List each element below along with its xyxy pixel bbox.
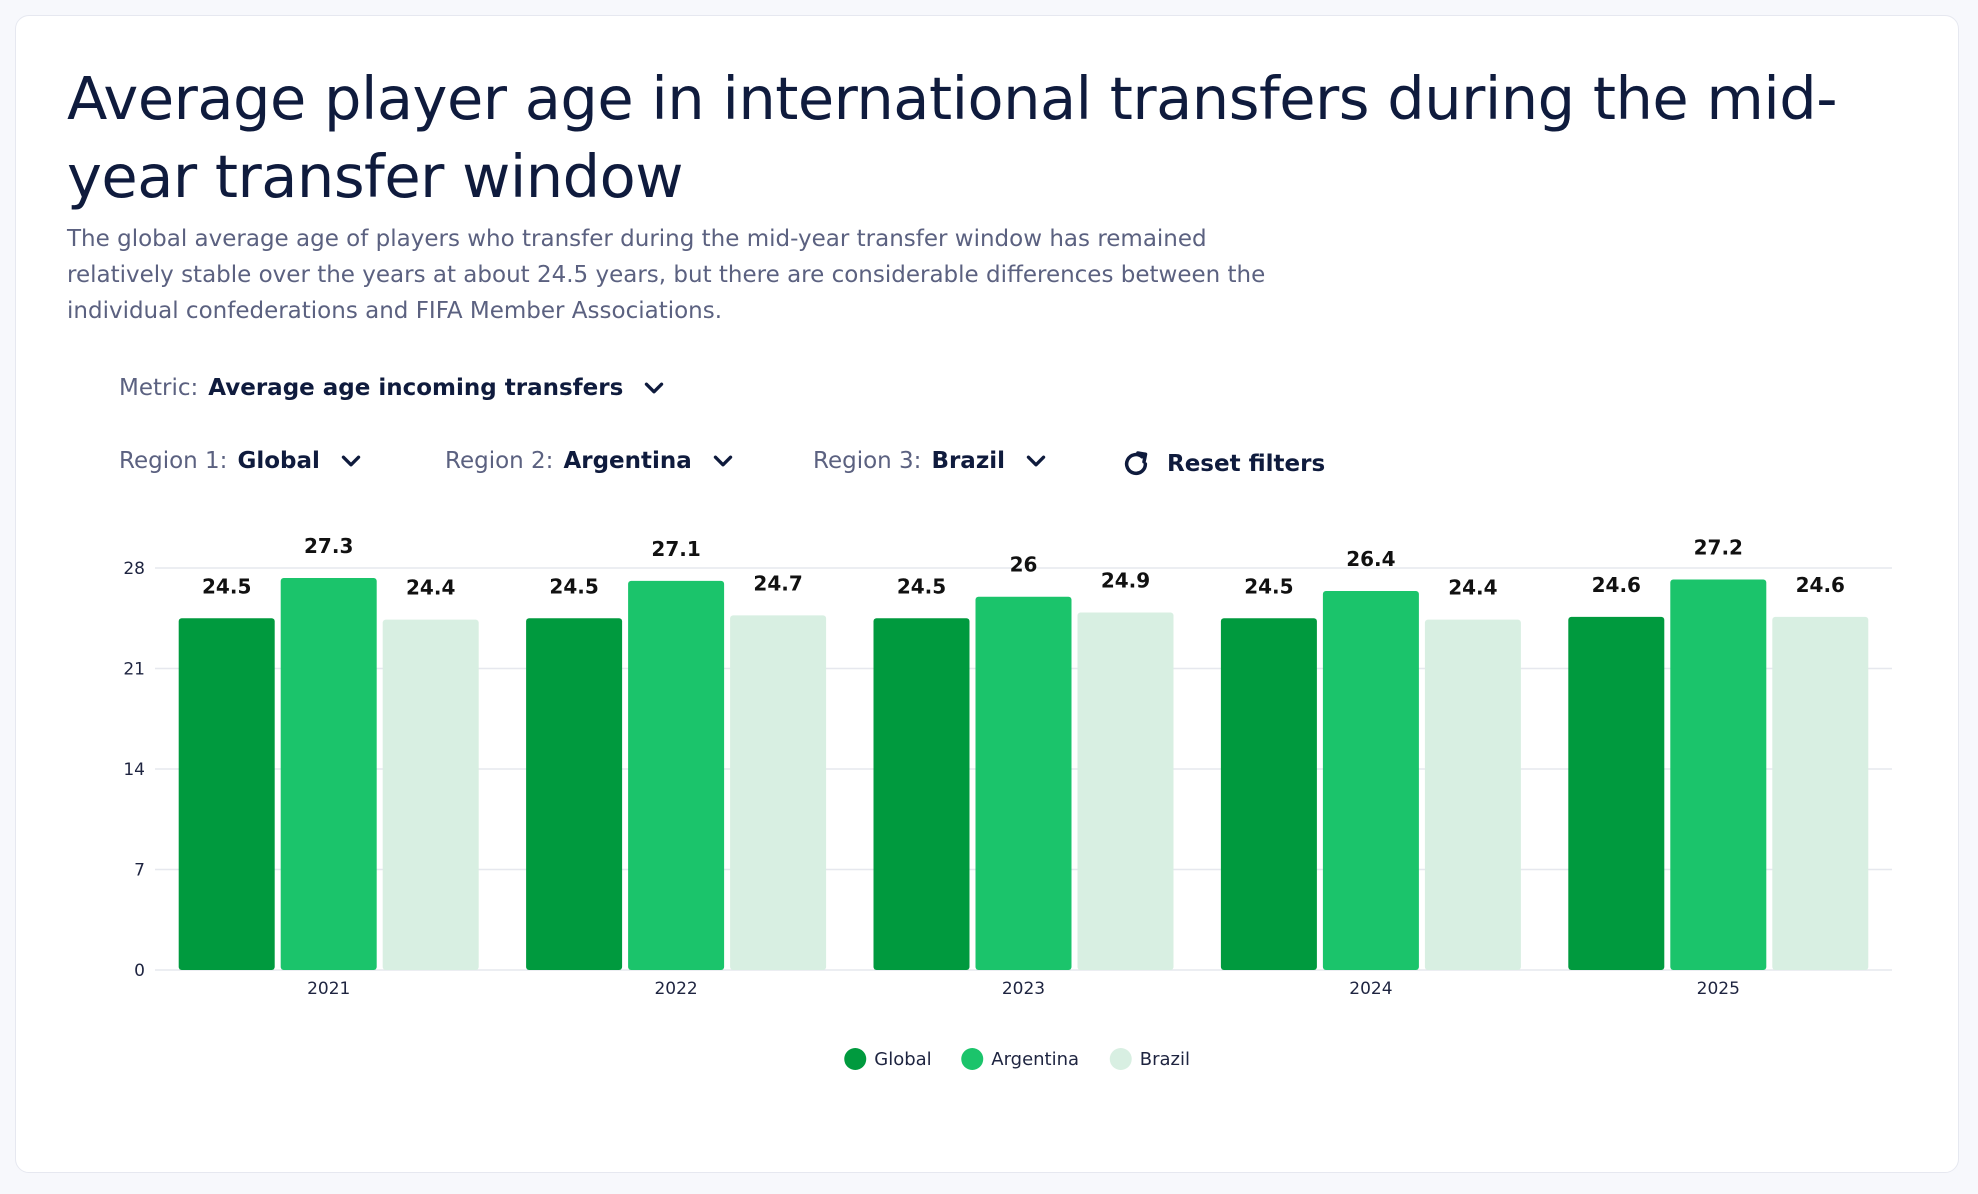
bar: [1772, 616, 1869, 970]
region1-dropdown[interactable]: Region 1: Global: [119, 448, 364, 474]
region1-label: Region 1:: [119, 448, 228, 474]
chevron-down-icon: [645, 382, 664, 394]
y-tick-label: 28: [123, 559, 145, 579]
chevron-down-icon: [1026, 455, 1046, 467]
page-title: Average player age in international tran…: [67, 64, 1838, 211]
page-subtitle: The global average age of players who tr…: [67, 226, 1266, 324]
x-tick-label: 2022: [654, 979, 697, 999]
region2-dropdown[interactable]: Region 2: Argentina: [445, 448, 736, 474]
bar: [730, 615, 827, 970]
bar: [178, 618, 275, 970]
legend-label: Brazil: [1140, 1049, 1190, 1070]
bar-value-label: 27.1: [651, 537, 700, 561]
bar: [1424, 619, 1521, 970]
bar-value-label: 24.7: [753, 571, 802, 595]
chevron-down-icon: [713, 455, 733, 467]
bar: [1322, 590, 1419, 970]
bar-value-label: 24.4: [1448, 576, 1497, 600]
chevron-down-icon: [341, 455, 361, 467]
bar-value-label: 24.6: [1592, 573, 1641, 597]
x-tick-label: 2024: [1349, 979, 1392, 999]
bar-value-label: 27.2: [1694, 535, 1743, 559]
region1-value: Global: [237, 448, 320, 474]
region2-value: Argentina: [563, 448, 692, 474]
refresh-icon: [1124, 451, 1148, 476]
bar: [280, 578, 377, 970]
reset-filters-button[interactable]: Reset filters: [1121, 449, 1325, 479]
bar: [1220, 618, 1317, 970]
bar-value-label: 24.9: [1101, 569, 1150, 593]
bar-value-label: 27.3: [304, 534, 353, 558]
bar: [628, 580, 725, 970]
region3-label: Region 3:: [813, 448, 922, 474]
region3-dropdown[interactable]: Region 3: Brazil: [813, 448, 1049, 474]
reset-filters-label: Reset filters: [1167, 451, 1326, 477]
x-tick-label: 2023: [1002, 979, 1045, 999]
y-tick-label: 7: [134, 861, 145, 881]
bar-value-label: 24.4: [406, 576, 455, 600]
y-tick-label: 14: [123, 760, 145, 780]
bar-value-label: 24.5: [1244, 574, 1293, 598]
bar: [1077, 612, 1174, 970]
x-tick-label: 2021: [307, 979, 350, 999]
bar: [1568, 616, 1665, 970]
metric-value: Average age incoming transfers: [208, 375, 624, 401]
legend-swatch: [844, 1048, 867, 1070]
y-tick-label: 0: [134, 961, 145, 981]
bar-value-label: 24.5: [202, 574, 251, 598]
bar-value-label: 26: [1010, 553, 1038, 577]
legend-swatch: [1109, 1048, 1132, 1070]
bar-value-label: 24.5: [549, 574, 598, 598]
legend-swatch: [961, 1048, 984, 1070]
y-tick-label: 21: [123, 660, 145, 680]
bar: [1670, 579, 1767, 970]
metric-dropdown[interactable]: Metric: Average age incoming transfers: [119, 375, 667, 401]
metric-label: Metric:: [119, 375, 199, 401]
bar: [526, 618, 623, 970]
x-tick-label: 2025: [1697, 979, 1740, 999]
bar: [873, 618, 970, 970]
bar-value-label: 24.6: [1796, 573, 1845, 597]
region2-label: Region 2:: [445, 448, 554, 474]
bar: [382, 619, 479, 970]
legend-label: Global: [874, 1049, 931, 1070]
bar-value-label: 26.4: [1346, 547, 1395, 571]
bar: [975, 596, 1072, 970]
bar-value-label: 24.5: [897, 574, 946, 598]
legend-label: Argentina: [991, 1049, 1079, 1070]
region3-value: Brazil: [931, 448, 1005, 474]
